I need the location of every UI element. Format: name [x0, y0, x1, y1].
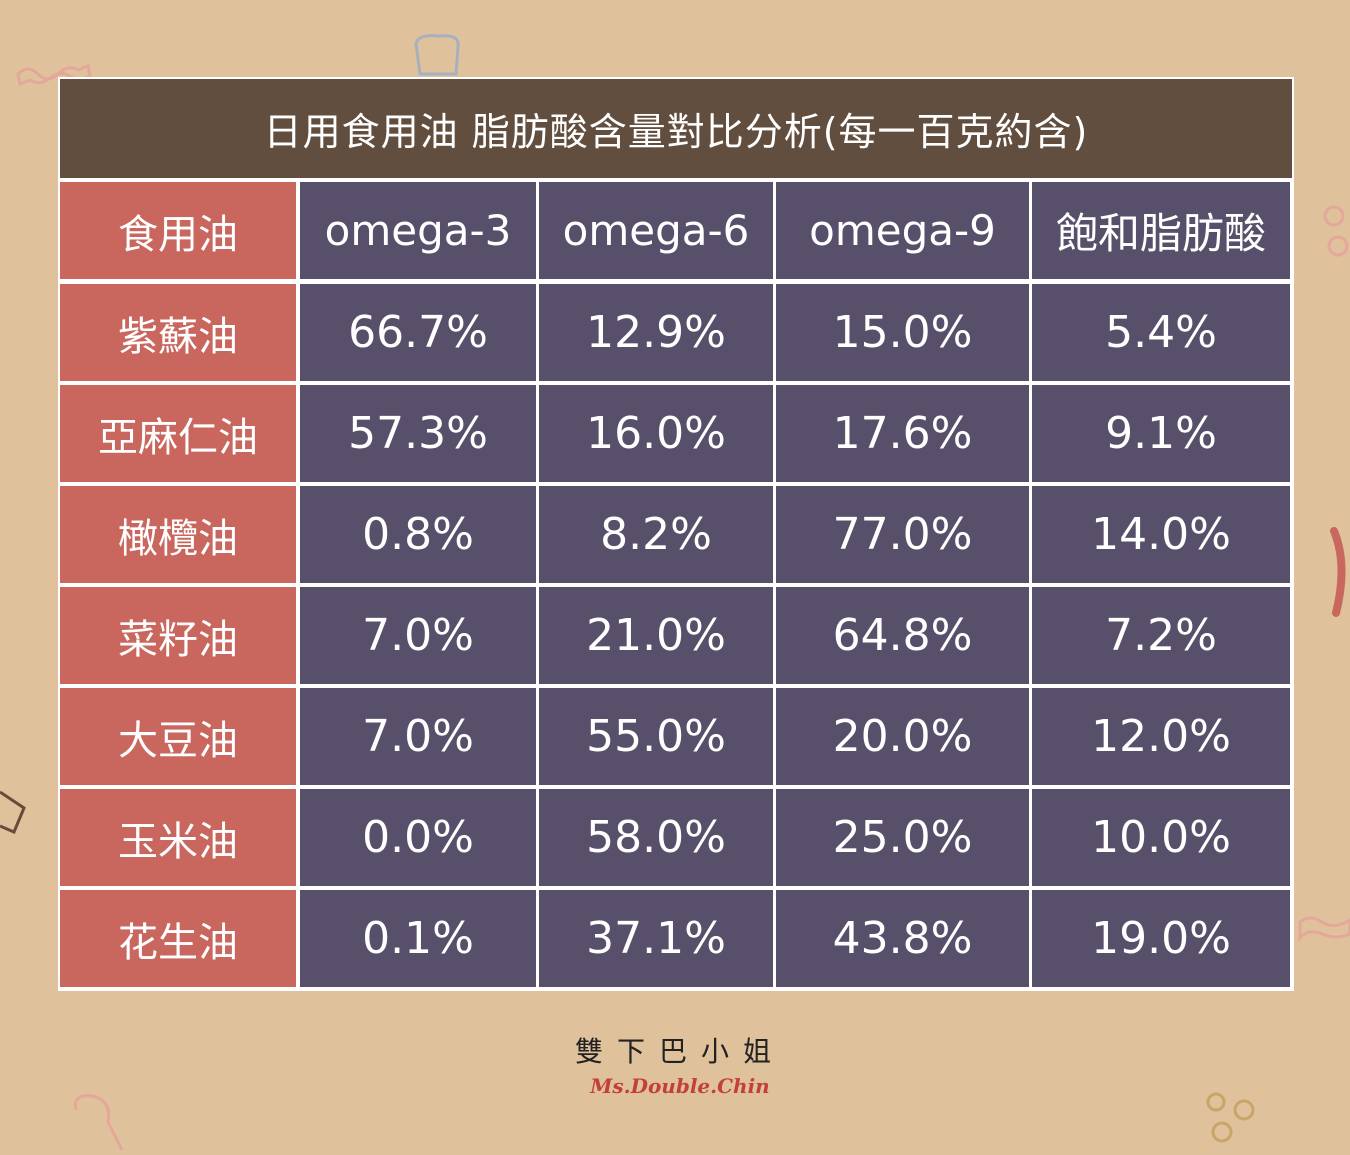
value-cell: 25.0%	[776, 789, 1029, 886]
value-cell: 37.1%	[539, 890, 773, 987]
value-cell: 7.2%	[1032, 587, 1290, 684]
header-omega-3: omega-3	[300, 182, 536, 279]
value-cell: 20.0%	[776, 688, 1029, 785]
row-oil-name: 大豆油	[60, 688, 296, 785]
header-omega-6: omega-6	[539, 182, 773, 279]
row-oil-name: 紫蘇油	[60, 284, 296, 381]
value-cell: 19.0%	[1032, 890, 1290, 987]
row-oil-name: 亞麻仁油	[60, 385, 296, 482]
toast-doodle-icon	[0, 790, 26, 834]
value-cell: 58.0%	[539, 789, 773, 886]
value-cell: 5.4%	[1032, 284, 1290, 381]
value-cell: 17.6%	[776, 385, 1029, 482]
brand-name-chinese: 雙下巴小姐	[574, 1035, 785, 1068]
row-oil-name: 玉米油	[60, 789, 296, 886]
value-cell: 12.9%	[539, 284, 773, 381]
drumstick-doodle-icon	[73, 1094, 124, 1151]
header-omega-9: omega-9	[776, 182, 1029, 279]
value-cell: 64.8%	[776, 587, 1029, 684]
fatty-acid-table: 日用食用油 脂肪酸含量對比分析(每一百克約含) 食用油 omega-3 omega-…	[58, 77, 1294, 991]
value-cell: 7.0%	[300, 587, 536, 684]
bubbles-doodle-icon	[1206, 1092, 1255, 1143]
value-cell: 16.0%	[539, 385, 773, 482]
value-cell: 77.0%	[776, 486, 1029, 583]
value-cell: 0.0%	[300, 789, 536, 886]
value-cell: 0.1%	[300, 890, 536, 987]
bubbles-doodle-icon	[1323, 205, 1349, 257]
value-cell: 66.7%	[300, 284, 536, 381]
row-oil-name: 菜籽油	[60, 587, 296, 684]
bread-doodle-icon	[414, 34, 460, 76]
row-oil-name: 橄欖油	[60, 486, 296, 583]
bacon-doodle-icon	[1298, 916, 1350, 943]
value-cell: 21.0%	[539, 587, 773, 684]
table-title: 日用食用油 脂肪酸含量對比分析(每一百克約含)	[60, 79, 1292, 178]
value-cell: 9.1%	[1032, 385, 1290, 482]
value-cell: 55.0%	[539, 688, 773, 785]
value-cell: 43.8%	[776, 890, 1029, 987]
brand-signature: 雙下巴小姐 Ms.Double.Chin	[560, 1030, 800, 1098]
header--: 飽和脂肪酸	[1032, 182, 1290, 279]
value-cell: 12.0%	[1032, 688, 1290, 785]
header-oil-label: 食用油	[60, 182, 296, 279]
sausage-doodle-icon	[1330, 527, 1346, 617]
value-cell: 10.0%	[1032, 789, 1290, 886]
value-cell: 7.0%	[300, 688, 536, 785]
value-cell: 15.0%	[776, 284, 1029, 381]
value-cell: 57.3%	[300, 385, 536, 482]
value-cell: 8.2%	[539, 486, 773, 583]
brand-name-english: Ms.Double.Chin	[590, 1074, 770, 1098]
value-cell: 14.0%	[1032, 486, 1290, 583]
value-cell: 0.8%	[300, 486, 536, 583]
row-oil-name: 花生油	[60, 890, 296, 987]
bacon-doodle-icon	[16, 63, 92, 87]
